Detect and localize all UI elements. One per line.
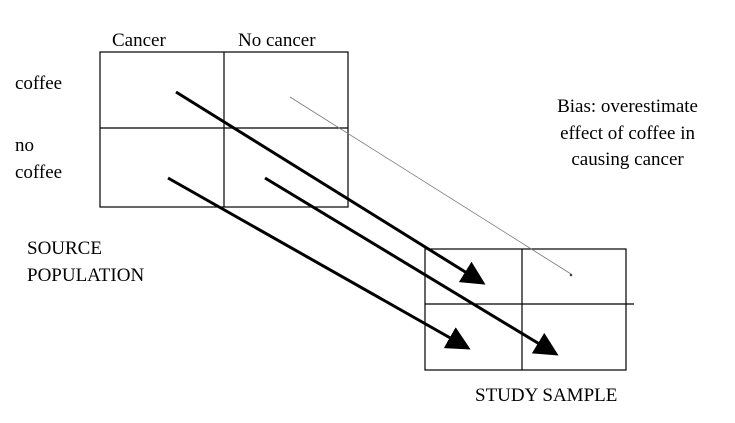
source-population-label-line-1: SOURCE: [27, 238, 102, 259]
source-population-label-line-2: POPULATION: [27, 264, 145, 286]
row-label-coffee: coffee: [15, 73, 63, 94]
sample-table-border: [424, 248, 627, 371]
study-sample-table: [424, 248, 634, 371]
thin-arrow-coffee-nocancer-to-sample: [289, 96, 572, 275]
bias-note-line-1: Bias: overestimate: [557, 96, 698, 117]
row-label-no-coffee-line-2: coffee: [15, 161, 63, 183]
column-header-no-cancer: No cancer: [238, 30, 316, 51]
thin-arrow-tip: [569, 273, 573, 277]
study-sample-label: STUDY SAMPLE: [475, 385, 618, 406]
source-population-table: [99, 51, 349, 208]
bias-note: Bias: overestimate effect of coffee in c…: [557, 94, 698, 174]
column-header-cancer: Cancer: [112, 30, 166, 51]
bias-note-line-3: causing cancer: [571, 149, 684, 171]
bias-note-line-2: effect of coffee in: [560, 122, 695, 144]
row-label-no-coffee: no coffee: [15, 133, 62, 186]
row-label-no-coffee-line-1: no: [15, 135, 34, 156]
source-population-label: SOURCE POPULATION: [27, 236, 144, 289]
arrow-nocoffee-nocancer-to-sample: [264, 176, 559, 356]
arrow-nocoffee-cancer-to-sample: [167, 176, 471, 350]
arrow-coffee-cancer-to-sample: [175, 90, 486, 285]
